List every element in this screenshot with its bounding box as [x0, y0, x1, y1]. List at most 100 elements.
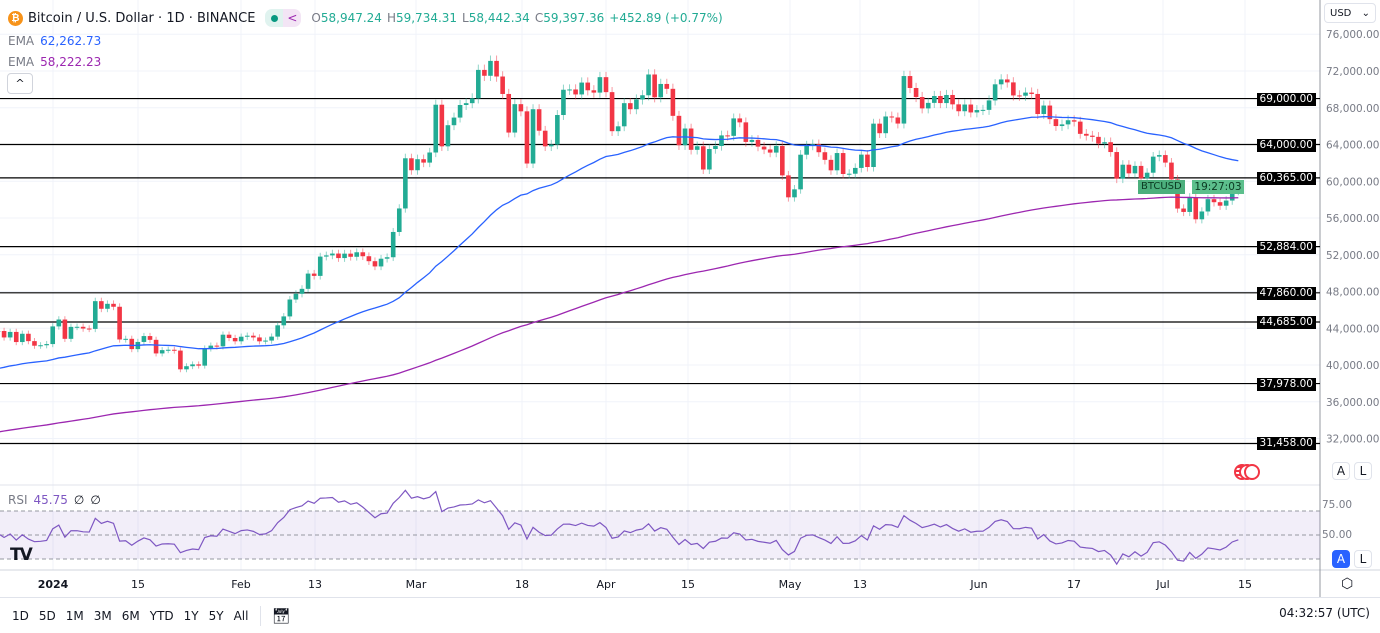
market-status-pill[interactable]: <: [265, 9, 302, 27]
rsi-tick-75: 75.00: [1322, 499, 1353, 511]
candle-body: [1029, 92, 1034, 94]
ema-legend-1[interactable]: EMA 62,262.73: [8, 34, 102, 48]
candle-body: [536, 109, 542, 131]
candle-body: [281, 316, 287, 326]
rsi-line: [0, 489, 1239, 566]
candle-body: [530, 109, 536, 164]
time-tick: 17: [1067, 578, 1081, 591]
candle-body: [469, 98, 475, 104]
bottom-toolbar: 1D 5D 1M 3M 6M YTD 1Y 5Y All 📅︎: [0, 597, 1380, 633]
range-button-ytd[interactable]: YTD: [149, 608, 174, 623]
candle-body: [50, 326, 56, 345]
candle-body: [1138, 165, 1144, 179]
range-button-3m[interactable]: 3M: [93, 608, 112, 623]
candle-body: [159, 350, 165, 354]
gear-icon[interactable]: ⬡: [1341, 576, 1354, 592]
candle-body: [123, 338, 128, 340]
market-open-dot-icon: [265, 9, 284, 27]
candle-body: [451, 117, 457, 126]
candle-body: [117, 306, 122, 340]
candle-body: [342, 253, 347, 259]
us-flag-icon[interactable]: [1234, 464, 1260, 480]
candle-body: [895, 117, 901, 124]
time-tick: 13: [853, 578, 867, 591]
candle-body: [542, 130, 548, 147]
candle-body: [299, 288, 305, 294]
candle-body: [293, 293, 299, 300]
candle-body: [147, 336, 153, 340]
candle-body: [780, 145, 785, 176]
log-scale-button[interactable]: L: [1354, 462, 1372, 480]
candle-body: [439, 104, 445, 147]
candle-body: [86, 328, 92, 330]
candle-body: [153, 339, 159, 354]
candle-body: [591, 90, 597, 93]
candle-body: [208, 345, 214, 349]
ema-line-200: [0, 196, 1239, 433]
calendar-icon[interactable]: 📅︎: [271, 606, 291, 625]
rsi-log-scale-button[interactable]: L: [1354, 550, 1372, 568]
candle-body: [244, 335, 250, 337]
rsi-auto-scale-button[interactable]: A: [1332, 550, 1350, 568]
candle-body: [1071, 120, 1077, 122]
range-button-5d[interactable]: 5D: [38, 608, 56, 623]
range-button-5y[interactable]: 5Y: [208, 608, 224, 623]
candle-body: [865, 154, 870, 168]
candle-body: [919, 97, 925, 109]
candle-body: [1017, 95, 1022, 97]
tradingview-logo[interactable]: TV: [10, 545, 33, 565]
candle-body: [567, 89, 572, 91]
time-tick: 15: [131, 578, 145, 591]
currency-select[interactable]: USD ⌄: [1324, 3, 1376, 23]
candle-body: [859, 154, 864, 168]
candle-body: [773, 145, 779, 153]
rsi-legend[interactable]: RSI 45.75 ∅ ∅: [8, 493, 101, 507]
range-button-1m[interactable]: 1M: [65, 608, 84, 623]
price-chart[interactable]: 76,000.00 72,000.00 68,000.00 64,000.00 60,0…: [0, 0, 1380, 597]
time-tick: 15: [681, 578, 695, 591]
candle-body: [165, 349, 171, 351]
candle-body: [816, 144, 822, 153]
share-icon[interactable]: <: [283, 9, 302, 27]
candle-body: [178, 350, 183, 370]
time-tick: 18: [515, 578, 529, 591]
candle-body: [1053, 119, 1059, 127]
candle-body: [974, 110, 980, 113]
candle-body: [1065, 120, 1071, 125]
range-button-1d[interactable]: 1D: [12, 608, 29, 623]
level-price-label: 69,000.00: [1256, 92, 1316, 106]
candle-body: [287, 299, 293, 317]
level-price-label: 60,365.00: [1256, 171, 1316, 185]
auto-scale-button[interactable]: A: [1332, 462, 1350, 480]
collapse-legend-button[interactable]: ^: [7, 73, 33, 94]
candle-body: [238, 336, 244, 342]
candle-body: [214, 345, 220, 347]
candle-body: [220, 334, 226, 347]
candle-body: [676, 115, 682, 146]
chevron-up-icon: ^: [15, 77, 25, 90]
price-tick: 68,000.00: [1326, 103, 1379, 115]
range-button-6m[interactable]: 6M: [121, 608, 140, 623]
ema-legend-2[interactable]: EMA 58,222.23: [8, 55, 102, 69]
candle-body: [1114, 152, 1120, 179]
bitcoin-icon: ₿: [8, 10, 23, 26]
candle-body: [1102, 142, 1107, 144]
candle-body: [950, 94, 955, 105]
candle-body: [840, 153, 846, 174]
candle-body: [1150, 156, 1156, 173]
range-button-all[interactable]: All: [233, 608, 249, 623]
symbol-title[interactable]: Bitcoin / U.S. Dollar: [28, 10, 154, 26]
separator: ·: [188, 10, 193, 26]
utc-clock[interactable]: 04:32:57 (UTC): [1279, 606, 1370, 620]
candle-body: [360, 252, 366, 257]
candle-body: [719, 135, 724, 146]
candle-body: [427, 152, 432, 163]
candle-body: [44, 344, 49, 346]
candle-body: [834, 153, 840, 171]
candle-body: [1217, 202, 1223, 206]
candle-body: [1090, 135, 1095, 137]
interval[interactable]: 1D: [166, 10, 185, 26]
candle-body: [482, 69, 487, 76]
range-button-1y[interactable]: 1Y: [183, 608, 199, 623]
time-tick: Feb: [231, 578, 251, 591]
